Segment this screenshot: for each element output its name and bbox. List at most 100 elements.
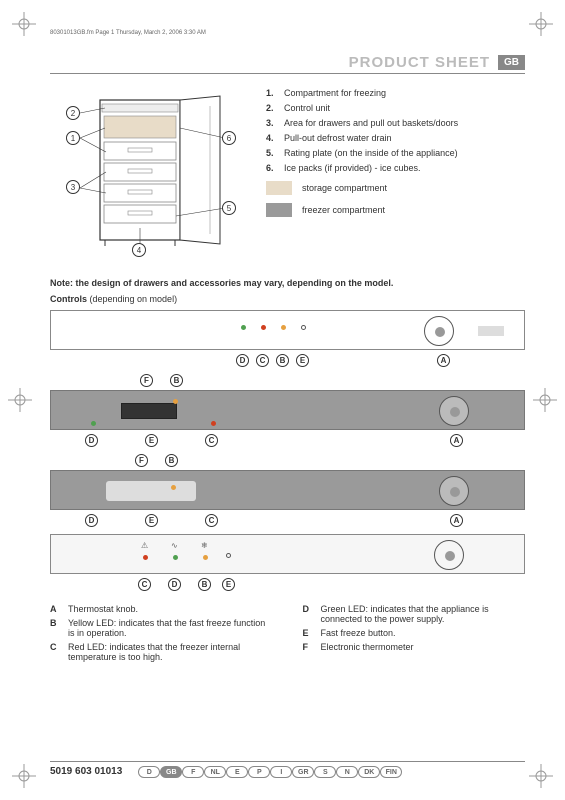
crop-mark-icon <box>8 388 32 412</box>
swatch-label: freezer compartment <box>302 205 385 215</box>
label-a: A <box>437 354 450 367</box>
label-b: B <box>276 354 289 367</box>
alarm-icon: ⚠ <box>141 541 148 550</box>
crop-mark-icon <box>529 12 553 36</box>
lang-badge-s: S <box>314 766 336 778</box>
bottom-legend: AThermostat knob. BYellow LED: indicates… <box>50 604 525 666</box>
label-e: E <box>296 354 309 367</box>
legend-row: EFast freeze button. <box>303 628 526 638</box>
panel-4-labels: C D B E <box>50 578 525 594</box>
green-led-icon <box>173 555 178 560</box>
red-led-icon <box>211 421 216 426</box>
controls-section: D C B E A F B D E C A F B <box>50 310 525 594</box>
lang-badge-dk: DK <box>358 766 380 778</box>
lang-badge-fin: FIN <box>380 766 402 778</box>
legend-row: DGreen LED: indicates that the appliance… <box>303 604 526 624</box>
callout-2: 2 <box>66 106 80 120</box>
label-d: D <box>168 578 181 591</box>
crop-mark-icon <box>529 764 553 788</box>
control-panel-3 <box>50 470 525 510</box>
label-d: D <box>85 434 98 447</box>
green-led-icon <box>241 325 246 330</box>
lang-badge-f: F <box>182 766 204 778</box>
controls-heading: Controls (depending on model) <box>50 294 525 304</box>
lang-badge-gr: GR <box>292 766 314 778</box>
legend-item: 1.Compartment for freezing <box>266 88 525 98</box>
panel-2-top-labels: F B <box>50 374 525 390</box>
legend-item: 3.Area for drawers and pull out baskets/… <box>266 118 525 128</box>
label-d: D <box>85 514 98 527</box>
callout-5: 5 <box>222 201 236 215</box>
button-icon <box>478 326 504 336</box>
callout-1: 1 <box>66 131 80 145</box>
appliance-diagram: 2 1 3 4 5 6 <box>50 88 250 258</box>
top-section: 2 1 3 4 5 6 1.Compartment for freezing 2… <box>50 88 525 258</box>
note-line: Note: the design of drawers and accessor… <box>50 278 525 288</box>
title-row: PRODUCT SHEET GB <box>50 54 525 71</box>
header-meta: 80301013GB.fm Page 1 Thursday, March 2, … <box>50 30 525 36</box>
panel-3-labels: D E C A <box>50 514 525 530</box>
label-c: C <box>205 514 218 527</box>
storage-swatch <box>266 181 292 195</box>
label-c: C <box>256 354 269 367</box>
lang-badge-n: N <box>336 766 358 778</box>
legend-item: 5.Rating plate (on the inside of the app… <box>266 148 525 158</box>
callout-6: 6 <box>222 131 236 145</box>
thermostat-knob-icon <box>439 476 469 506</box>
legend-item: 2.Control unit <box>266 103 525 113</box>
red-led-icon <box>261 325 266 330</box>
lang-badge-e: E <box>226 766 248 778</box>
lang-badge-d: D <box>138 766 160 778</box>
label-f: F <box>140 374 153 387</box>
region-badge: GB <box>498 55 525 70</box>
freezer-swatch <box>266 203 292 217</box>
page: 80301013GB.fm Page 1 Thursday, March 2, … <box>0 0 565 800</box>
label-e: E <box>222 578 235 591</box>
label-b: B <box>170 374 183 387</box>
label-a: A <box>450 514 463 527</box>
legend-row: FElectronic thermometer <box>303 642 526 652</box>
swatch-row: freezer compartment <box>266 203 525 217</box>
orange-led-icon <box>173 399 178 404</box>
label-b: B <box>165 454 178 467</box>
red-led-icon <box>143 555 148 560</box>
page-title: PRODUCT SHEET <box>50 54 490 71</box>
button-icon <box>226 553 231 558</box>
crop-mark-icon <box>533 388 557 412</box>
orange-led-icon <box>171 485 176 490</box>
title-underline <box>50 73 525 74</box>
lang-badge-i: I <box>270 766 292 778</box>
label-c: C <box>205 434 218 447</box>
legend-item: 4.Pull-out defrost water drain <box>266 133 525 143</box>
orange-led-icon <box>281 325 286 330</box>
control-panel-2 <box>50 390 525 430</box>
legend-col-left: AThermostat knob. BYellow LED: indicates… <box>50 604 273 666</box>
legend-col-right: DGreen LED: indicates that the appliance… <box>303 604 526 666</box>
green-led-icon <box>91 421 96 426</box>
display-panel-icon <box>106 481 196 501</box>
label-f: F <box>135 454 148 467</box>
label-a: A <box>450 434 463 447</box>
power-icon: ∿ <box>171 541 178 550</box>
swatch-row: storage compartment <box>266 181 525 195</box>
legend-row: BYellow LED: indicates that the fast fre… <box>50 618 273 638</box>
thermostat-knob-icon <box>424 316 454 346</box>
orange-led-icon <box>203 555 208 560</box>
language-badges: DGBFNLEPIGRSNDKFIN <box>138 766 402 779</box>
footer-code: 5019 603 01013 <box>50 766 122 777</box>
control-panel-1 <box>50 310 525 350</box>
legend-item: 6.Ice packs (if provided) - ice cubes. <box>266 163 525 173</box>
panel-3-top-labels: F B <box>50 454 525 470</box>
panel-1-labels: D C B E A <box>50 354 525 370</box>
button-icon <box>301 325 306 330</box>
swatch-label: storage compartment <box>302 183 387 193</box>
label-b: B <box>198 578 211 591</box>
thermostat-knob-icon <box>434 540 464 570</box>
crop-mark-icon <box>12 764 36 788</box>
panel-2-labels: D E C A <box>50 434 525 450</box>
crop-mark-icon <box>12 12 36 36</box>
callout-3: 3 <box>66 180 80 194</box>
label-d: D <box>236 354 249 367</box>
legend-row: CRed LED: indicates that the freezer int… <box>50 642 273 662</box>
control-panel-4: ⚠ ∿ ❄ <box>50 534 525 574</box>
